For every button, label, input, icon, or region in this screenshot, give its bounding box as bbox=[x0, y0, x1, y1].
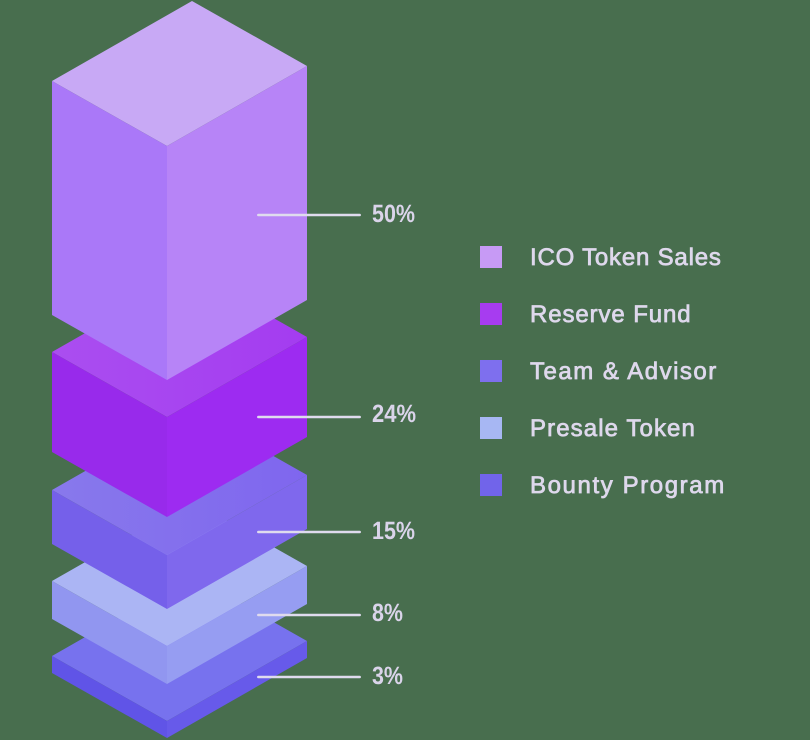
svg-text:24%: 24% bbox=[372, 400, 416, 428]
svg-text:3%: 3% bbox=[372, 662, 403, 690]
svg-text:Reserve Fund: Reserve Fund bbox=[530, 301, 692, 328]
svg-text:15%: 15% bbox=[372, 517, 415, 545]
svg-text:8%: 8% bbox=[372, 599, 403, 627]
svg-text:Bounty Program: Bounty Program bbox=[530, 472, 726, 499]
svg-text:50%: 50% bbox=[372, 200, 415, 228]
svg-text:ICO Token Sales: ICO Token Sales bbox=[530, 244, 722, 271]
svg-text:Presale Token: Presale Token bbox=[530, 415, 696, 442]
svg-text:Team & Advisor: Team & Advisor bbox=[530, 358, 718, 385]
